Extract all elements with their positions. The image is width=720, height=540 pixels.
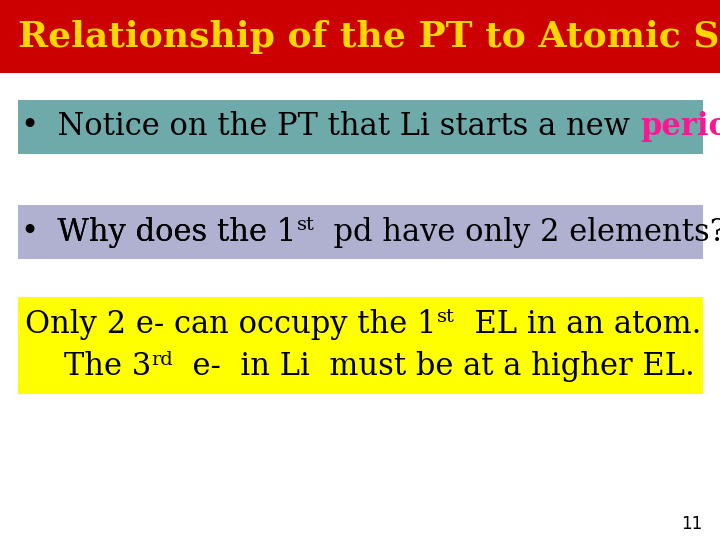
Text: Relationship of the PT to Atomic Structure: Relationship of the PT to Atomic Structu… bbox=[18, 20, 720, 53]
Bar bbox=[18, 100, 703, 154]
Text: st: st bbox=[437, 308, 454, 326]
Text: The 3: The 3 bbox=[25, 352, 151, 382]
Bar bbox=[0, 0, 720, 73]
Bar bbox=[18, 205, 703, 259]
Text: e-  in Li  must be at a higher EL.: e- in Li must be at a higher EL. bbox=[174, 352, 695, 382]
Text: st: st bbox=[297, 216, 315, 234]
Text: rd: rd bbox=[151, 351, 174, 369]
Text: period: period bbox=[640, 111, 720, 143]
Text: •: • bbox=[20, 217, 38, 248]
Text: Why does the 1: Why does the 1 bbox=[38, 217, 297, 248]
Text: Why does the 1: Why does the 1 bbox=[38, 217, 297, 248]
Text: Notice on the PT that Li starts a new: Notice on the PT that Li starts a new bbox=[38, 111, 640, 143]
Text: 11: 11 bbox=[680, 515, 702, 533]
Text: Only 2 e- can occupy the 1: Only 2 e- can occupy the 1 bbox=[25, 309, 437, 340]
Bar bbox=[18, 297, 703, 394]
Text: pd have only 2 elements?: pd have only 2 elements? bbox=[315, 217, 720, 248]
Text: •: • bbox=[20, 111, 38, 143]
Text: EL in an atom.: EL in an atom. bbox=[454, 309, 701, 340]
